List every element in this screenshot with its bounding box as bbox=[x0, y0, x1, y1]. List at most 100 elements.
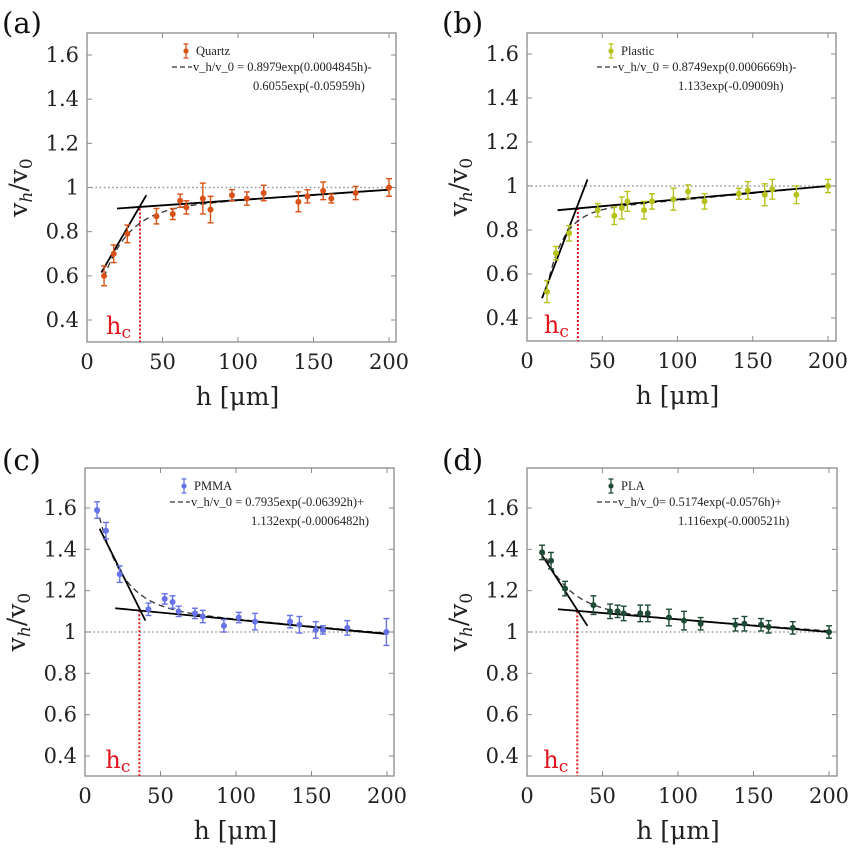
plateau-fit-line bbox=[115, 607, 388, 635]
x-tick-label: 50 bbox=[589, 349, 616, 373]
data-point bbox=[287, 614, 294, 629]
panel-label: (a) bbox=[2, 6, 42, 40]
data-point bbox=[544, 279, 551, 304]
data-marker bbox=[344, 624, 351, 631]
data-marker bbox=[590, 602, 597, 609]
data-point bbox=[741, 615, 748, 632]
data-marker bbox=[320, 187, 327, 194]
data-marker bbox=[199, 195, 206, 202]
data-point bbox=[590, 595, 597, 616]
data-marker bbox=[260, 190, 267, 197]
data-marker bbox=[94, 507, 101, 514]
legend-fit-label: v_h/v_0 = 0.8979exp(0.0004845h)- bbox=[193, 60, 372, 74]
legend-marker bbox=[181, 483, 187, 489]
data-marker bbox=[665, 614, 672, 621]
y-tick-label: 1 bbox=[506, 620, 519, 644]
y-axis-label: vh/v0 bbox=[444, 593, 477, 652]
x-tick-label: 0 bbox=[80, 350, 93, 374]
panel-b: (b) 0 50 100 150 200 0.4 0.6 0.8 1 1.2 1.4 1.6 h [μm]… bbox=[442, 6, 848, 410]
data-point bbox=[620, 605, 627, 622]
data-point bbox=[191, 607, 198, 620]
data-point bbox=[296, 615, 303, 634]
data-marker bbox=[789, 624, 796, 631]
data-point bbox=[548, 551, 555, 570]
data-point bbox=[228, 189, 235, 202]
data-marker bbox=[235, 614, 242, 621]
data-point bbox=[697, 616, 704, 631]
data-point bbox=[624, 190, 631, 213]
data-marker bbox=[644, 610, 651, 617]
data-marker bbox=[161, 595, 168, 602]
data-marker bbox=[386, 184, 392, 191]
legend-marker bbox=[608, 483, 614, 489]
data-point bbox=[183, 200, 190, 215]
legend-fit-label: v_h/v_0 = 0.8749exp(0.0006669h)- bbox=[618, 60, 797, 74]
y-tick-label: 1.4 bbox=[486, 86, 519, 110]
data-marker bbox=[825, 183, 831, 189]
data-marker bbox=[758, 621, 765, 628]
data-marker bbox=[183, 204, 190, 211]
legend-series-name: PLA bbox=[621, 479, 645, 493]
data-point bbox=[199, 182, 206, 215]
data-marker bbox=[735, 190, 742, 197]
y-tick-label: 1 bbox=[506, 174, 519, 198]
data-marker bbox=[295, 198, 302, 205]
data-marker bbox=[191, 610, 198, 617]
plot-area bbox=[527, 544, 837, 776]
y-tick-label: 1.4 bbox=[46, 87, 79, 111]
hc-label: hc bbox=[544, 311, 569, 342]
legend: PLA v_h/v_0= 0.5174exp(-0.0576h)+ 1.116exp… bbox=[597, 478, 789, 528]
data-point bbox=[352, 185, 359, 201]
x-tick-label: 100 bbox=[658, 784, 698, 808]
data-marker bbox=[124, 230, 131, 237]
x-tick-label: 150 bbox=[293, 350, 333, 374]
data-marker bbox=[744, 187, 751, 194]
axes-frame bbox=[84, 467, 395, 777]
x-tick-label: 100 bbox=[216, 784, 256, 808]
plot-area bbox=[87, 177, 396, 342]
panel-label: (b) bbox=[442, 6, 483, 40]
data-point bbox=[769, 178, 776, 200]
data-marker bbox=[614, 608, 621, 615]
x-tick-label: 100 bbox=[657, 349, 697, 373]
legend-fit-label-line2: 0.6055exp(-0.05959h) bbox=[253, 79, 365, 93]
legend-fit-label-line2: 1.132exp(-0.0006482h) bbox=[251, 514, 369, 528]
y-tick-label: 1.4 bbox=[44, 537, 77, 561]
data-marker bbox=[383, 629, 390, 635]
data-point bbox=[637, 604, 644, 623]
x-tick-label: 150 bbox=[733, 349, 773, 373]
data-point bbox=[169, 207, 176, 221]
y-tick-label: 0.6 bbox=[44, 703, 77, 727]
y-axis-label: vh/v0 bbox=[444, 158, 477, 217]
y-tick-label: 1.6 bbox=[44, 496, 77, 520]
data-point bbox=[611, 206, 618, 226]
data-point bbox=[735, 187, 742, 200]
data-point bbox=[161, 593, 168, 605]
data-marker bbox=[552, 250, 559, 257]
y-tick-label: 0.6 bbox=[486, 703, 519, 727]
data-point bbox=[344, 619, 351, 636]
data-marker bbox=[175, 608, 182, 615]
data-point bbox=[685, 184, 692, 199]
plateau-fit-line bbox=[116, 188, 390, 210]
data-point bbox=[701, 192, 708, 210]
legend-fit-label-line2: 1.116exp(-0.000521h) bbox=[678, 514, 789, 528]
x-tick-label: 0 bbox=[520, 784, 533, 808]
data-point bbox=[761, 183, 768, 207]
data-marker bbox=[102, 527, 109, 534]
data-point bbox=[681, 610, 688, 631]
data-point bbox=[641, 200, 648, 220]
data-marker bbox=[548, 557, 555, 564]
data-marker bbox=[761, 191, 768, 198]
data-marker bbox=[670, 196, 677, 203]
data-point bbox=[607, 603, 614, 620]
y-tick-label: 0.6 bbox=[486, 262, 519, 286]
data-marker bbox=[228, 192, 235, 199]
hc-label: hc bbox=[105, 746, 130, 777]
data-marker bbox=[220, 622, 227, 629]
x-tick-label: 150 bbox=[291, 784, 331, 808]
data-marker bbox=[243, 195, 250, 202]
data-point bbox=[789, 620, 796, 635]
y-tick-label: 0.6 bbox=[46, 264, 79, 288]
